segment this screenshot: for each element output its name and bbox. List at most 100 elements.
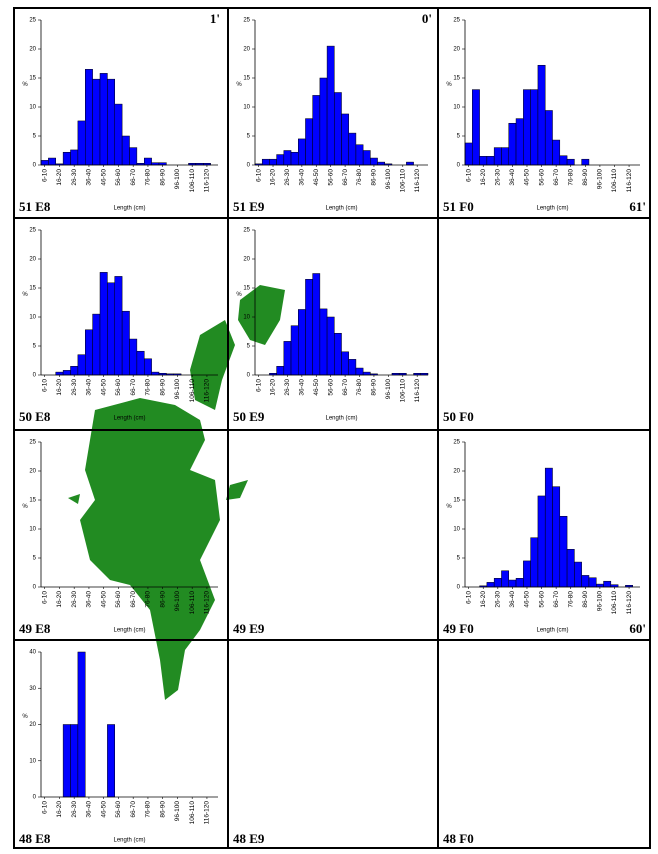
x-tick-label: 66-70 xyxy=(342,169,349,186)
y-tick-label: 20 xyxy=(29,722,36,728)
bar xyxy=(544,467,553,588)
x-tick-label: 116-120 xyxy=(414,169,421,193)
y-tick-label: 25 xyxy=(29,228,36,234)
bar xyxy=(486,582,495,588)
bar xyxy=(121,310,130,376)
x-tick-label: 36-40 xyxy=(299,379,306,396)
y-tick-label: 10 xyxy=(453,527,460,533)
bar xyxy=(515,118,524,166)
x-tick-label: 6-10 xyxy=(41,379,48,392)
cell-label: 50 E9 xyxy=(233,409,265,424)
bar xyxy=(62,724,71,798)
bar xyxy=(283,150,292,166)
x-tick-label: 66-70 xyxy=(342,379,349,396)
bar xyxy=(48,157,56,166)
x-tick-label: 66-70 xyxy=(130,379,137,396)
bar xyxy=(348,359,357,376)
x-tick-label: 56-60 xyxy=(327,169,334,186)
x-tick-label: 46-50 xyxy=(313,169,320,186)
bar xyxy=(348,132,357,166)
cell-label: 49 E8 xyxy=(19,621,51,636)
grid-border xyxy=(13,7,651,849)
x-tick-label: 86-90 xyxy=(582,169,589,186)
x-tick-label: 36-40 xyxy=(86,169,93,186)
bar xyxy=(305,279,313,376)
bar xyxy=(114,103,123,166)
bar xyxy=(129,147,138,166)
bar xyxy=(377,161,385,166)
cell-label: 49 E9 xyxy=(233,621,265,636)
y-tick-label: 25 xyxy=(243,18,250,24)
y-tick-label: 15 xyxy=(29,76,36,82)
bar xyxy=(596,583,604,588)
x-tick-label: 6-10 xyxy=(255,379,262,392)
y-tick-label: 20 xyxy=(453,47,460,53)
y-tick-label: 0 xyxy=(33,795,37,801)
bar xyxy=(151,371,160,376)
x-tick-label: 6-10 xyxy=(465,169,472,182)
x-axis-title: Length (cm) xyxy=(325,416,357,422)
y-axis-title: % xyxy=(446,504,452,510)
x-tick-label: 96-100 xyxy=(174,801,181,822)
y-tick-label: 15 xyxy=(453,498,460,504)
coordinate-label: 60' xyxy=(629,621,646,636)
x-tick-label: 36-40 xyxy=(86,379,93,396)
x-tick-label: 96-100 xyxy=(174,591,181,612)
coordinate-label: 61' xyxy=(629,199,646,214)
y-tick-label: 30 xyxy=(29,686,36,692)
bar xyxy=(77,120,86,166)
y-tick-label: 10 xyxy=(29,758,36,764)
bar xyxy=(464,142,473,166)
y-tick-label: 25 xyxy=(453,18,460,24)
x-tick-label: 46-50 xyxy=(313,379,320,396)
bar xyxy=(530,537,539,588)
y-tick-label: 25 xyxy=(29,440,36,446)
x-tick-label: 36-40 xyxy=(299,169,306,186)
bar xyxy=(312,273,321,376)
x-tick-label: 86-90 xyxy=(159,379,166,396)
x-tick-label: 46-50 xyxy=(100,801,107,818)
bar xyxy=(283,341,292,376)
x-tick-label: 6-10 xyxy=(465,591,472,604)
x-tick-label: 56-60 xyxy=(538,169,545,186)
x-tick-label: 56-60 xyxy=(115,801,122,818)
bar xyxy=(508,579,517,588)
x-tick-label: 106-110 xyxy=(189,379,196,403)
x-tick-label: 116-120 xyxy=(626,591,633,615)
x-tick-label: 56-60 xyxy=(538,591,545,608)
x-tick-label: 6-10 xyxy=(41,591,48,604)
y-tick-label: 20 xyxy=(243,47,250,53)
x-tick-label: 16-20 xyxy=(56,591,63,608)
x-tick-label: 46-50 xyxy=(100,169,107,186)
cell-label: 50 E8 xyxy=(19,409,51,424)
bar xyxy=(92,313,101,376)
x-tick-label: 96-100 xyxy=(597,591,604,612)
y-tick-label: 0 xyxy=(33,585,37,591)
x-tick-label: 66-70 xyxy=(130,801,137,818)
bar xyxy=(70,724,79,798)
x-tick-label: 76-80 xyxy=(567,591,574,608)
x-tick-label: 106-110 xyxy=(611,591,618,615)
grid xyxy=(13,7,651,849)
x-tick-label: 16-20 xyxy=(56,379,63,396)
bar xyxy=(107,78,115,166)
x-tick-label: 56-60 xyxy=(115,379,122,396)
x-tick-label: 106-110 xyxy=(189,591,196,615)
y-axis-title: % xyxy=(22,82,28,88)
island-west xyxy=(68,494,80,504)
bar xyxy=(574,561,582,588)
bar xyxy=(406,161,414,166)
bar xyxy=(276,154,285,166)
cell-label: 48 F0 xyxy=(443,831,474,846)
bar xyxy=(129,338,138,376)
y-tick-label: 10 xyxy=(29,527,36,533)
x-tick-label: 76-80 xyxy=(567,169,574,186)
x-tick-label: 6-10 xyxy=(41,169,48,182)
bar xyxy=(290,151,299,166)
bar xyxy=(479,156,488,166)
y-tick-label: 10 xyxy=(29,315,36,321)
x-tick-label: 26-30 xyxy=(284,379,291,396)
y-tick-label: 0 xyxy=(457,585,461,591)
bar xyxy=(144,157,152,166)
y-tick-label: 15 xyxy=(453,76,460,82)
